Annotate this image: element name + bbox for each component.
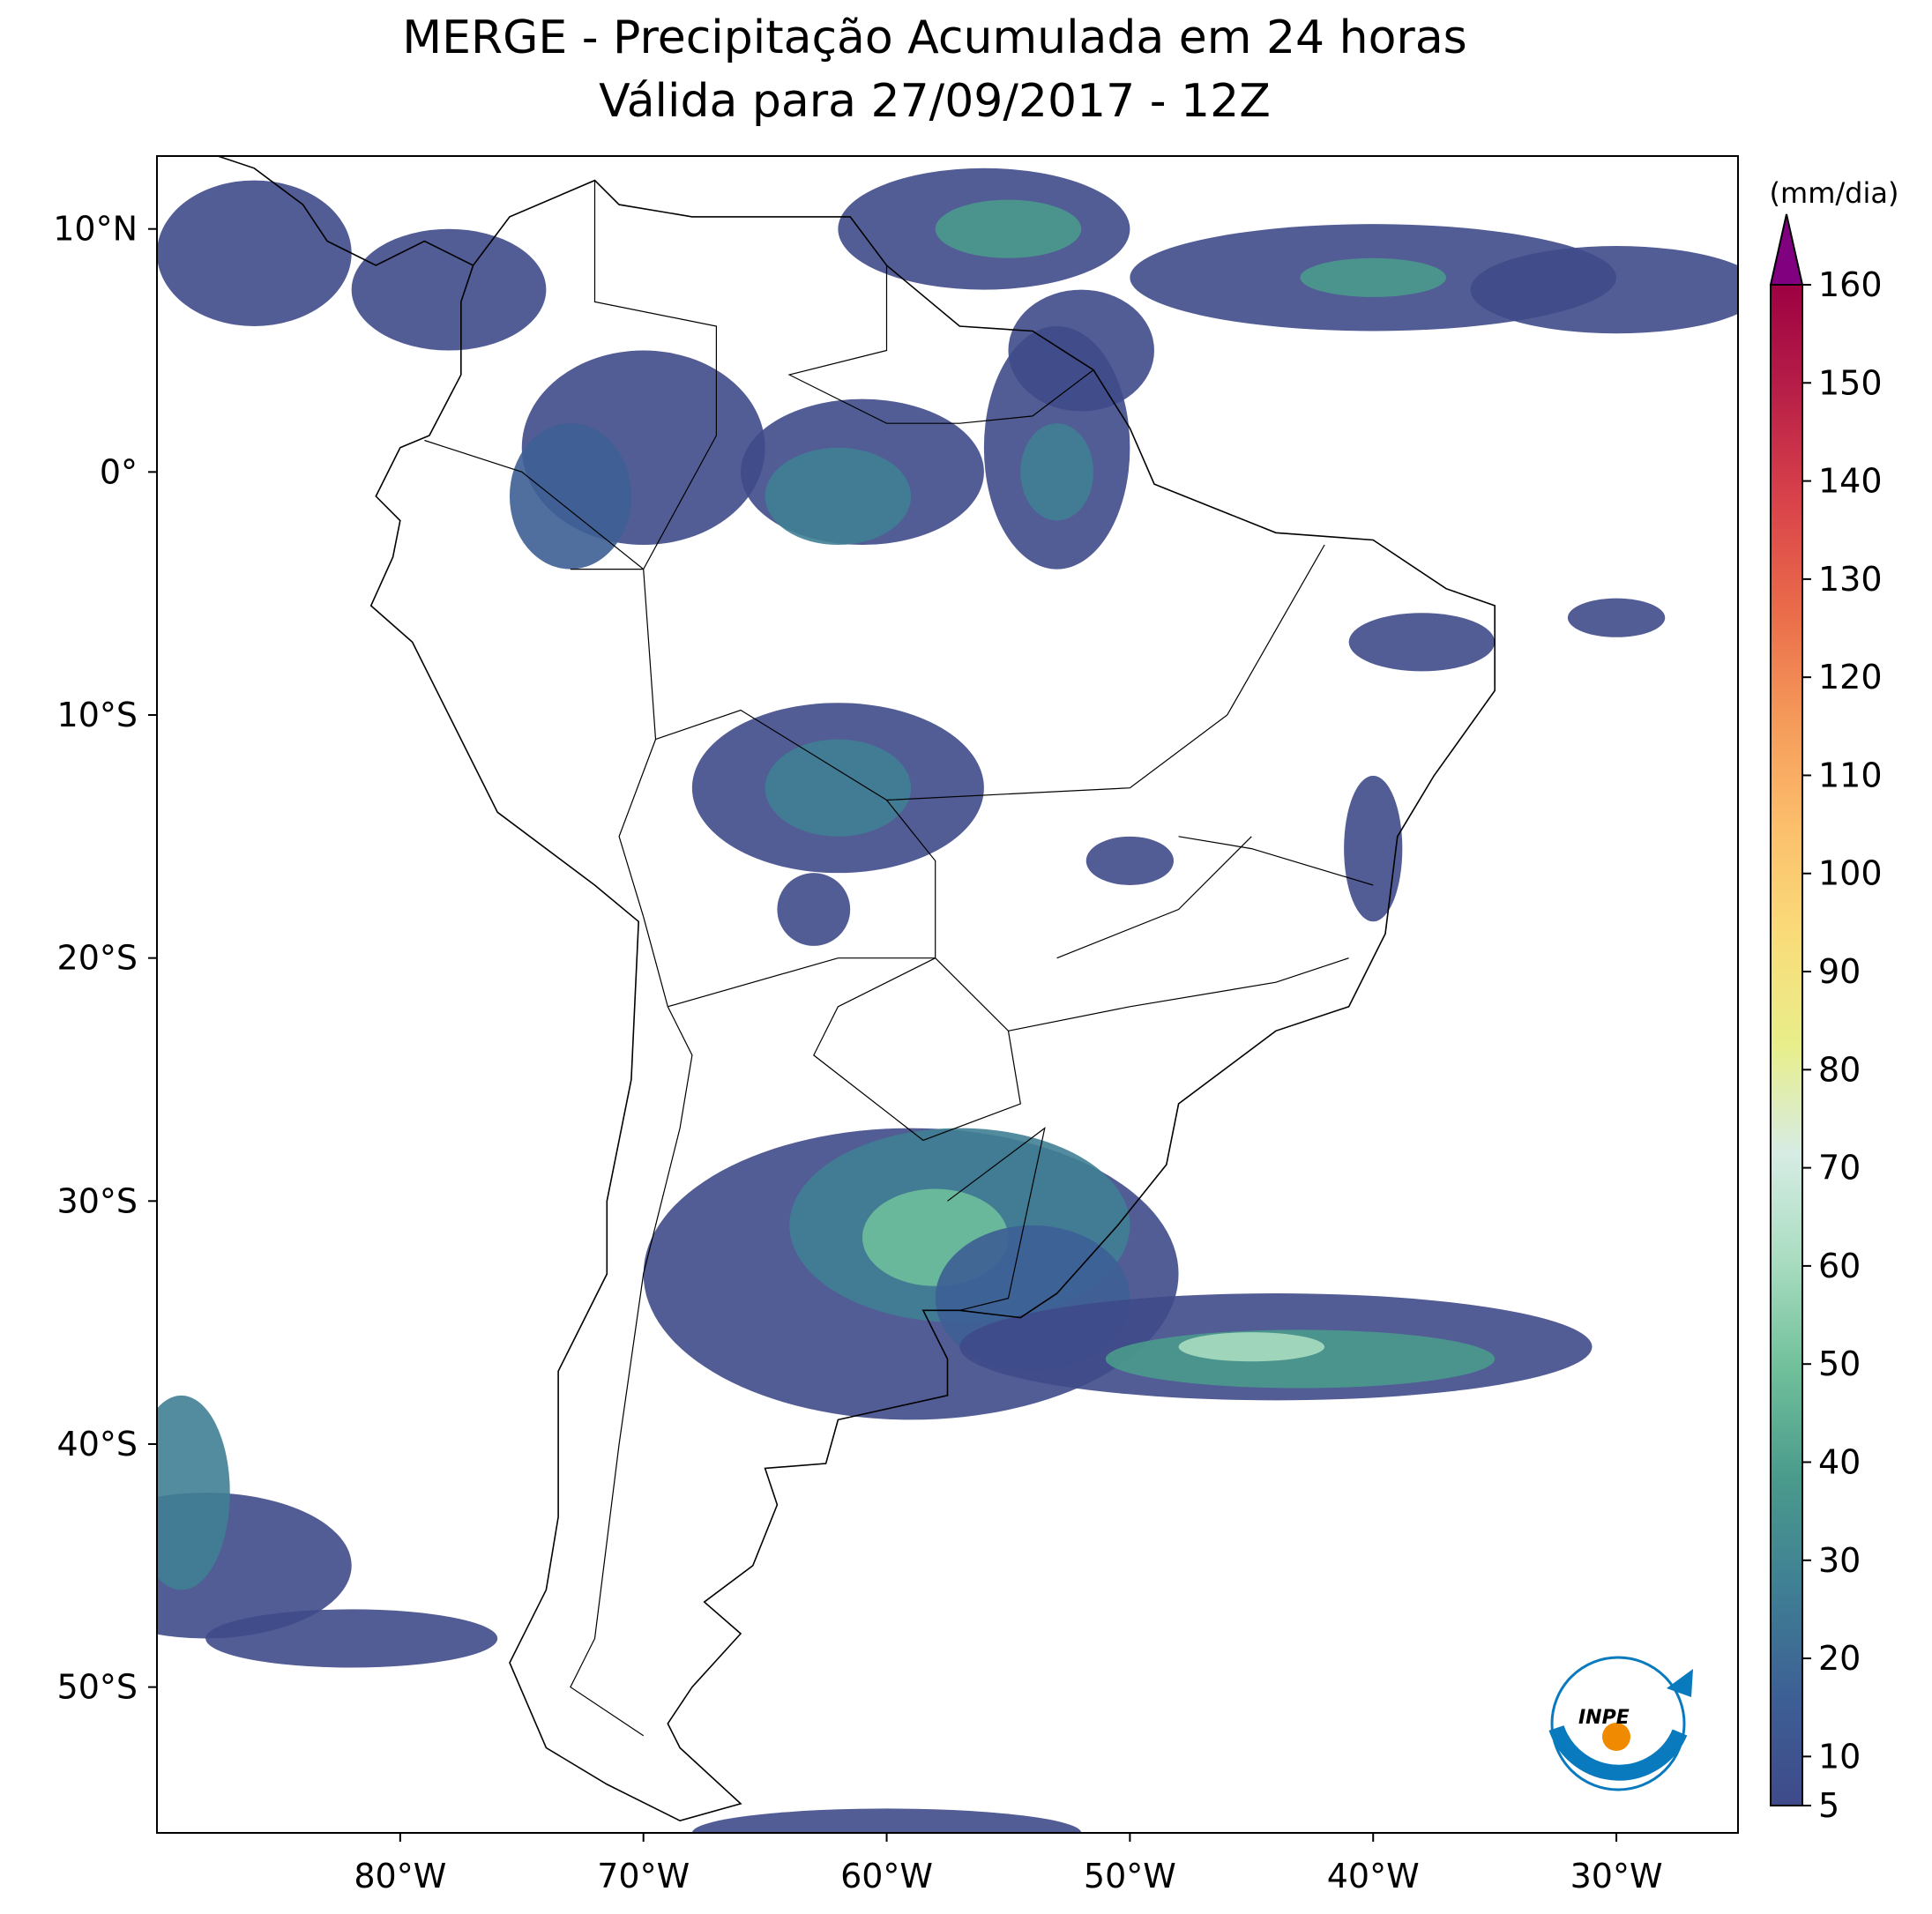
precipitation-area: [351, 228, 547, 351]
colorbar-tick-label: 90: [1818, 952, 1861, 991]
y-tick-label: 10°S: [57, 696, 138, 734]
colorbar-tick-label: 120: [1818, 658, 1883, 696]
precipitation-area: [1085, 836, 1175, 885]
logo-text: INPE: [1578, 1707, 1630, 1729]
border: [787, 265, 1094, 424]
precipitation-area: [777, 873, 851, 946]
y-tick-label: 20°S: [57, 939, 138, 978]
border: [655, 709, 936, 1008]
subtitle: Válida para 27/09/2017 - 12Z: [599, 75, 1271, 128]
precipitation-area: [1348, 613, 1496, 672]
border: [886, 544, 1325, 801]
colorbar-tick-label: 10: [1818, 1737, 1861, 1776]
border: [570, 569, 657, 917]
precipitation-area: [1470, 246, 1738, 334]
colorbar-tick-label: 30: [1818, 1541, 1861, 1580]
title: MERGE - Precipitação Acumulada em 24 hor…: [402, 11, 1467, 64]
precipitation-area: [691, 1808, 1082, 1833]
border: [1178, 836, 1374, 886]
logo-ring: [1550, 1656, 1686, 1791]
coastline: [215, 156, 1496, 1822]
logo: INPE: [1548, 1656, 1693, 1791]
border: [947, 1127, 1046, 1311]
border: [570, 916, 693, 1737]
precipitation-area: [765, 739, 912, 837]
x-tick-label: 40°W: [1327, 1857, 1420, 1895]
precipitation-area: [1300, 257, 1446, 297]
x-tick-label: 30°W: [1570, 1857, 1663, 1895]
y-tick-label: 0°: [100, 452, 138, 491]
colorbar: [1770, 284, 1803, 1806]
colorbar-tick-label: 80: [1818, 1050, 1861, 1089]
colorbar-tick-label: 160: [1818, 265, 1883, 304]
precipitation-area: [765, 447, 912, 546]
colorbar-tick-label: 150: [1818, 363, 1883, 402]
precipitation-area: [509, 423, 631, 570]
colorbar-tick-label: 20: [1818, 1639, 1861, 1678]
border: [424, 439, 645, 570]
x-tick-label: 80°W: [354, 1857, 446, 1895]
x-tick-label: 50°W: [1084, 1857, 1176, 1895]
colorbar-tick-label: 5: [1818, 1786, 1839, 1825]
precipitation-area: [1008, 289, 1154, 412]
precipitation-area: [157, 180, 352, 326]
x-tick-label: 70°W: [597, 1857, 690, 1895]
logo-dot: [1602, 1723, 1630, 1751]
colorbar-tick-label: 70: [1818, 1149, 1861, 1188]
map-area: [157, 156, 1738, 1833]
colorbar-tick-label: 50: [1818, 1344, 1861, 1383]
colorbar-tick-label: 140: [1818, 462, 1883, 501]
logo-arrow: [1667, 1669, 1693, 1697]
precipitation-area: [1567, 598, 1666, 637]
border: [1008, 957, 1349, 1031]
colorbar-tick-label: 60: [1818, 1247, 1861, 1285]
precipitation-area: [157, 1395, 230, 1590]
colorbar-tick-label: 100: [1818, 854, 1883, 893]
colorbar-extension: [1769, 213, 1804, 286]
border: [593, 180, 717, 570]
y-tick-label: 40°S: [57, 1425, 138, 1463]
logo-swoosh: [1548, 1724, 1688, 1781]
y-tick-label: 30°S: [57, 1181, 138, 1220]
y-tick-label: 10°N: [53, 210, 138, 249]
precipitation-area: [1344, 775, 1403, 922]
precipitation-area: [935, 199, 1082, 258]
x-tick-label: 60°W: [840, 1857, 933, 1895]
colorbar-unit: (mm/dia): [1770, 176, 1899, 210]
colorbar-tick-label: 110: [1818, 756, 1883, 794]
border: [1056, 836, 1252, 959]
border: [813, 957, 1021, 1142]
colorbar-tick-label: 130: [1818, 560, 1883, 599]
precipitation-area: [205, 1609, 498, 1668]
precipitation-area: [1020, 423, 1094, 521]
colorbar-tick-label: 40: [1818, 1442, 1861, 1481]
precipitation-area: [1178, 1332, 1325, 1362]
y-tick-label: 50°S: [57, 1668, 138, 1707]
map-frame: [156, 155, 1739, 1834]
